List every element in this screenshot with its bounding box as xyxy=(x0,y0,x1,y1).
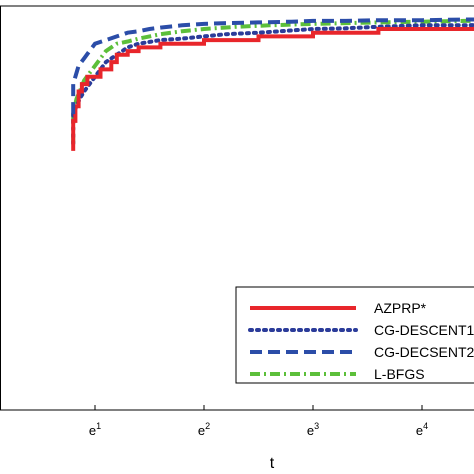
legend-label: CG-DESCENT1 xyxy=(374,322,474,338)
x-tick-label: e4 xyxy=(416,421,428,438)
x-ticks: e1 e2 e3 e4 xyxy=(89,405,428,438)
series-line-azprp- xyxy=(71,27,474,151)
x-axis-label: t xyxy=(270,455,275,472)
legend: AZPRP* CG-DESCENT1 CG-DECSENT2 L-BFGS xyxy=(235,286,474,384)
legend-box xyxy=(235,286,474,384)
series-line-cg-descent1 xyxy=(71,23,474,146)
series-layer xyxy=(71,17,474,151)
legend-label: L-BFGS xyxy=(374,366,425,382)
legend-label: AZPRP* xyxy=(374,300,427,316)
x-tick-label: e1 xyxy=(89,421,101,438)
legend-label: CG-DECSENT2 xyxy=(374,344,474,360)
axes-layer xyxy=(0,5,474,411)
series-line-cg-decsent2 xyxy=(71,17,474,115)
x-tick-label: e3 xyxy=(307,421,319,438)
x-tick-label: e2 xyxy=(198,421,210,438)
